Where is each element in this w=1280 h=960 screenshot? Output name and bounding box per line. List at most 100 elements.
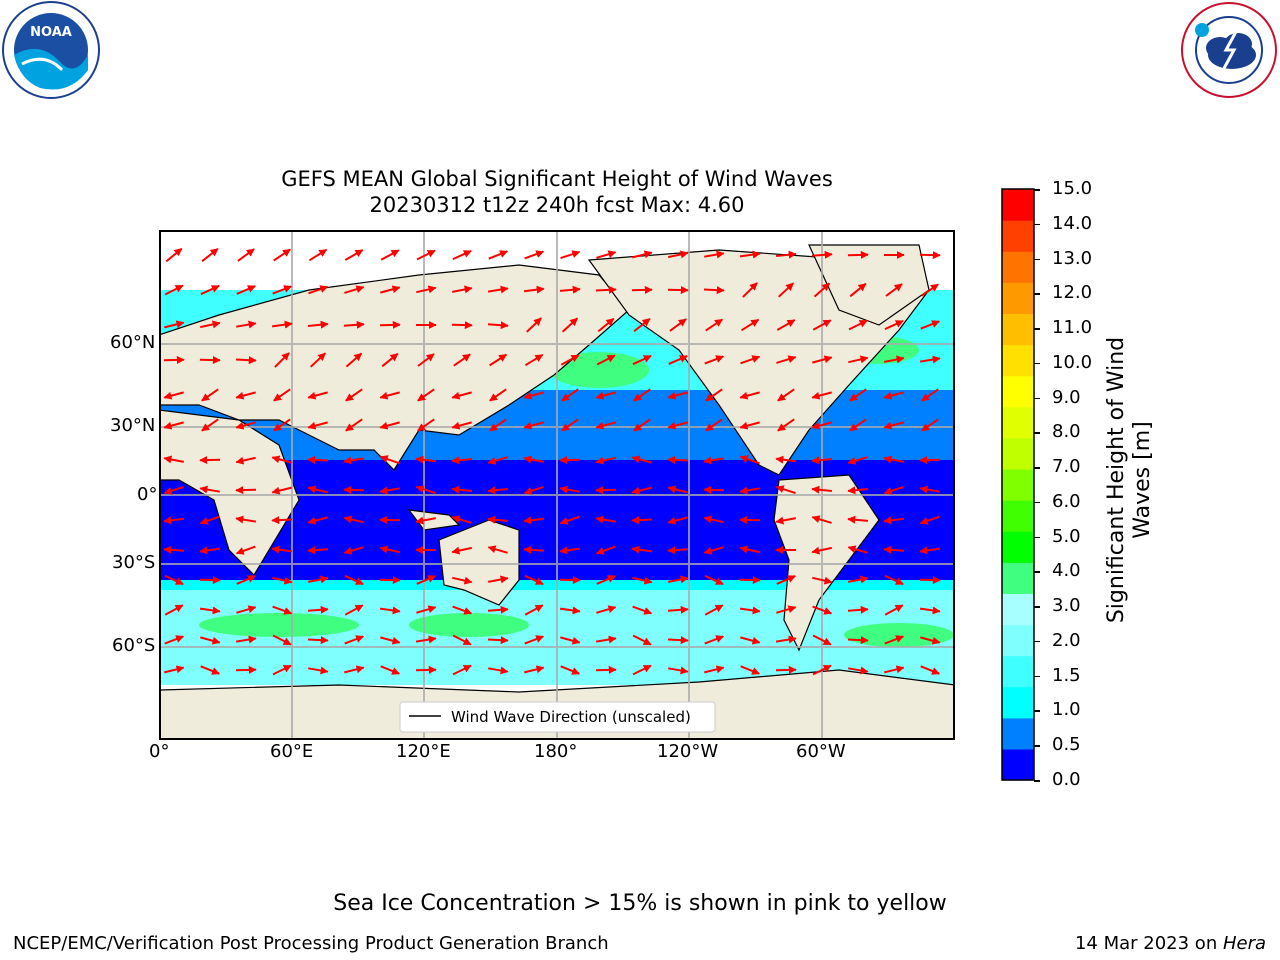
wind-arrow (883, 485, 904, 495)
wind-arrow (847, 545, 868, 554)
wind-arrow (164, 320, 185, 329)
wind-arrow (849, 282, 867, 298)
wind-arrow (739, 391, 760, 400)
wind-arrow (415, 516, 436, 525)
wind-arrow (668, 666, 689, 675)
wind-arrow (561, 388, 579, 402)
wind-arrow (415, 485, 436, 495)
wind-arrow (811, 456, 833, 465)
wind-arrow (884, 574, 904, 586)
sea-ice-note: Sea Ice Concentration > 15% is shown in … (333, 891, 947, 916)
wind-arrow (559, 606, 581, 615)
wind-arrow (704, 250, 725, 259)
wind-arrow (631, 486, 652, 495)
wind-arrow (164, 665, 185, 674)
wind-arrow (633, 418, 651, 432)
x-tick-60w: 60°W (796, 741, 846, 762)
wind-arrow (523, 455, 544, 464)
y-tick-30n: 30°N (110, 415, 156, 436)
wind-arrow (379, 606, 401, 615)
wind-arrow (849, 418, 867, 432)
x-tick-120w: 120°W (657, 741, 719, 762)
wind-arrow (883, 391, 904, 400)
wind-arrow (273, 418, 291, 432)
wind-arrow (307, 421, 328, 430)
wind-arrow (560, 665, 581, 675)
wind-arrow (164, 635, 185, 645)
wind-arrow (451, 515, 472, 524)
wind-arrow (235, 545, 256, 555)
wind-arrow (272, 605, 293, 615)
wind-arrow (560, 354, 580, 366)
wind-arrow (163, 545, 185, 554)
wind-arrow (813, 282, 831, 298)
colorbar-tick-mark (1034, 223, 1040, 226)
wind-arrow (308, 285, 329, 295)
wind-arrow (523, 485, 544, 495)
wind-arrow (776, 319, 796, 331)
wind-arrow (345, 418, 363, 432)
wind-arrow (811, 421, 832, 430)
wind-arrow (236, 575, 256, 585)
wind-arrow (415, 635, 437, 644)
wind-arrow (416, 575, 436, 585)
wind-arrow (740, 665, 761, 675)
colorbar-tick-label: 14.0 (1052, 212, 1093, 234)
colorbar-tick-label: 4.0 (1052, 560, 1081, 582)
nws-logo (1181, 2, 1277, 98)
wind-arrow (596, 575, 616, 585)
wind-arrow (344, 285, 365, 294)
wind-arrow (920, 320, 941, 330)
wind-arrow (344, 574, 364, 586)
wind-arrow (489, 418, 507, 432)
colorbar-segment (1002, 251, 1034, 283)
wind-arrow (775, 455, 797, 464)
colorbar-segment (1002, 593, 1034, 626)
wind-arrow (632, 664, 652, 676)
wind-arrow (667, 455, 689, 464)
wind-arrow (451, 546, 473, 555)
wind-arrow (667, 636, 689, 645)
colorbar-tick-label: 9.0 (1052, 386, 1081, 408)
wind-arrow (668, 355, 688, 365)
wind-arrow (524, 635, 545, 645)
wind-arrow (884, 319, 904, 331)
colorbar-tick-mark (1034, 675, 1040, 678)
wind-arrow (775, 665, 797, 674)
wind-arrow (920, 665, 941, 675)
wind-arrow (271, 320, 293, 329)
wind-arrow (163, 421, 184, 430)
wind-arrow (703, 546, 724, 555)
wind-arrow (595, 635, 617, 644)
wind-arrow (739, 486, 760, 495)
wind-arrow (201, 388, 219, 402)
colorbar-tick-label: 0.5 (1052, 734, 1081, 756)
wind-arrow (633, 388, 651, 402)
colorbar (1001, 188, 1035, 781)
wind-arrow (919, 251, 941, 260)
wind-arrow (919, 546, 941, 555)
wind-arrow (595, 421, 616, 430)
colorbar-label-line1: Significant Height of Wind (1104, 336, 1129, 624)
colorbar-tick-label: 8.0 (1052, 421, 1081, 443)
colorbar-segment (1002, 375, 1034, 408)
wind-arrow (919, 485, 940, 494)
wind-arrow (848, 355, 869, 364)
wind-arrow (595, 391, 616, 400)
wind-arrow (704, 635, 725, 645)
graticule (160, 231, 954, 739)
wind-arrow (919, 606, 941, 615)
wind-arrow (272, 285, 293, 295)
wind-arrow (164, 574, 184, 586)
wind-arrow (451, 321, 473, 330)
wind-arrow (848, 666, 869, 675)
wind-arrow (451, 456, 473, 465)
wind-arrow (453, 353, 471, 367)
wind-arrow (561, 418, 579, 432)
wave-height-map: Wind Wave Direction (unscaled) (159, 230, 955, 740)
wind-arrow (487, 605, 509, 614)
wind-arrow (812, 634, 832, 646)
southern-ocean-storm-3 (844, 623, 954, 647)
wind-arrow (307, 485, 328, 494)
wind-arrow (667, 421, 688, 430)
